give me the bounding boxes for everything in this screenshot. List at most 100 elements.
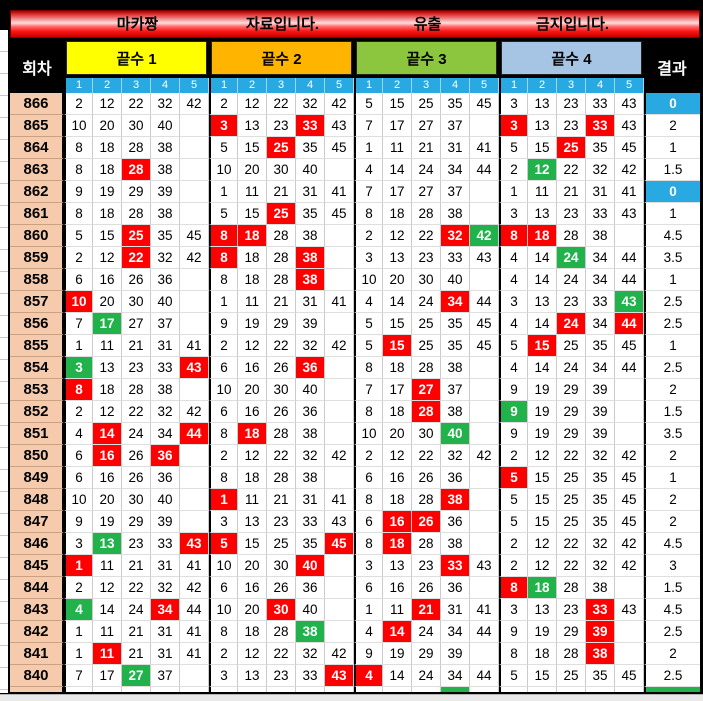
number-cell[interactable]: 4 [499,313,528,335]
number-cell[interactable]: 9 [354,643,383,665]
number-cell[interactable]: 41 [325,181,354,203]
number-cell[interactable]: 19 [93,511,122,533]
number-cell[interactable]: 32 [586,533,615,555]
number-cell[interactable]: 35 [586,489,615,511]
number-cell[interactable] [325,159,354,181]
number-cell[interactable]: 4 [354,291,383,313]
number-cell[interactable]: 5 [499,665,528,687]
number-cell[interactable]: 27 [122,313,151,335]
number-cell[interactable]: 29 [557,401,586,423]
number-cell[interactable]: 31 [151,335,180,357]
number-cell[interactable]: 12 [93,577,122,599]
number-cell[interactable]: 36 [151,269,180,291]
number-cell[interactable]: 22 [122,401,151,423]
number-cell[interactable]: 29 [412,643,441,665]
number-cell[interactable]: 40 [151,115,180,137]
number-cell[interactable]: 21 [557,181,586,203]
number-cell[interactable]: 42 [325,335,354,357]
number-cell[interactable] [470,643,499,665]
number-cell[interactable]: 32 [296,93,325,115]
number-cell[interactable]: 5 [499,489,528,511]
number-cell[interactable]: 27 [412,379,441,401]
number-cell[interactable]: 24 [557,313,586,335]
number-cell[interactable]: 26 [122,445,151,467]
number-cell[interactable]: 21 [122,621,151,643]
number-cell[interactable]: 32 [441,445,470,467]
number-cell[interactable] [470,467,499,489]
number-cell[interactable]: 22 [557,533,586,555]
number-cell[interactable]: 33 [151,357,180,379]
number-cell[interactable]: 42 [180,577,209,599]
number-cell[interactable] [180,269,209,291]
number-cell[interactable]: 9 [499,379,528,401]
number-cell[interactable]: 43 [325,665,354,687]
number-cell[interactable]: 23 [557,93,586,115]
number-cell[interactable]: 1 [64,555,93,577]
number-cell[interactable]: 28 [267,225,296,247]
result-cell[interactable]: 3 [644,555,700,577]
number-cell[interactable]: 1 [64,643,93,665]
number-cell[interactable] [180,467,209,489]
result-cell[interactable]: 1 [644,137,700,159]
number-cell[interactable]: 38 [586,577,615,599]
number-cell[interactable]: 38 [586,643,615,665]
number-cell[interactable]: 11 [238,291,267,313]
number-cell[interactable]: 3 [354,555,383,577]
number-cell[interactable]: 9 [64,511,93,533]
number-cell[interactable]: 29 [122,181,151,203]
round-cell[interactable]: 864 [10,137,64,159]
number-cell[interactable]: 35 [586,511,615,533]
number-cell[interactable]: 20 [238,555,267,577]
number-cell[interactable]: 43 [180,357,209,379]
number-cell[interactable]: 30 [412,423,441,445]
number-cell[interactable]: 43 [325,511,354,533]
number-cell[interactable]: 34 [151,599,180,621]
number-cell[interactable]: 21 [412,137,441,159]
number-cell[interactable]: 16 [383,577,412,599]
number-cell[interactable]: 10 [209,159,238,181]
number-cell[interactable]: 19 [528,621,557,643]
number-cell[interactable]: 18 [93,203,122,225]
number-cell[interactable]: 39 [586,401,615,423]
round-cell[interactable]: 843 [10,599,64,621]
number-cell[interactable]: 20 [93,291,122,313]
number-cell[interactable]: 29 [122,511,151,533]
number-cell[interactable] [470,489,499,511]
number-cell[interactable]: 33 [586,115,615,137]
round-cell[interactable]: 859 [10,247,64,269]
number-cell[interactable]: 32 [296,643,325,665]
number-cell[interactable] [325,423,354,445]
number-cell[interactable]: 44 [615,357,644,379]
number-cell[interactable]: 9 [64,181,93,203]
number-cell[interactable]: 11 [238,181,267,203]
number-cell[interactable]: 12 [383,445,412,467]
number-cell[interactable]: 10 [209,599,238,621]
number-cell[interactable]: 23 [557,291,586,313]
number-cell[interactable]: 43 [615,291,644,313]
number-cell[interactable]: 41 [325,489,354,511]
number-cell[interactable]: 18 [238,269,267,291]
number-cell[interactable]: 36 [441,511,470,533]
number-cell[interactable]: 8 [64,159,93,181]
number-cell[interactable]: 1 [64,621,93,643]
round-cell[interactable]: 841 [10,643,64,665]
number-cell[interactable]: 40 [441,269,470,291]
number-cell[interactable]: 23 [557,115,586,137]
number-cell[interactable]: 31 [586,181,615,203]
number-cell[interactable]: 44 [180,423,209,445]
number-cell[interactable]: 5 [354,93,383,115]
number-cell[interactable]: 19 [238,313,267,335]
number-cell[interactable]: 2 [499,533,528,555]
number-cell[interactable]: 38 [296,621,325,643]
number-cell[interactable]: 32 [586,555,615,577]
number-cell[interactable]: 25 [267,203,296,225]
number-cell[interactable]: 25 [557,489,586,511]
number-cell[interactable]: 3 [499,203,528,225]
number-cell[interactable]: 39 [296,313,325,335]
number-cell[interactable]: 30 [267,159,296,181]
number-cell[interactable]: 42 [180,247,209,269]
number-cell[interactable]: 45 [615,665,644,687]
number-cell[interactable] [615,225,644,247]
number-cell[interactable]: 45 [180,225,209,247]
number-cell[interactable]: 41 [180,555,209,577]
